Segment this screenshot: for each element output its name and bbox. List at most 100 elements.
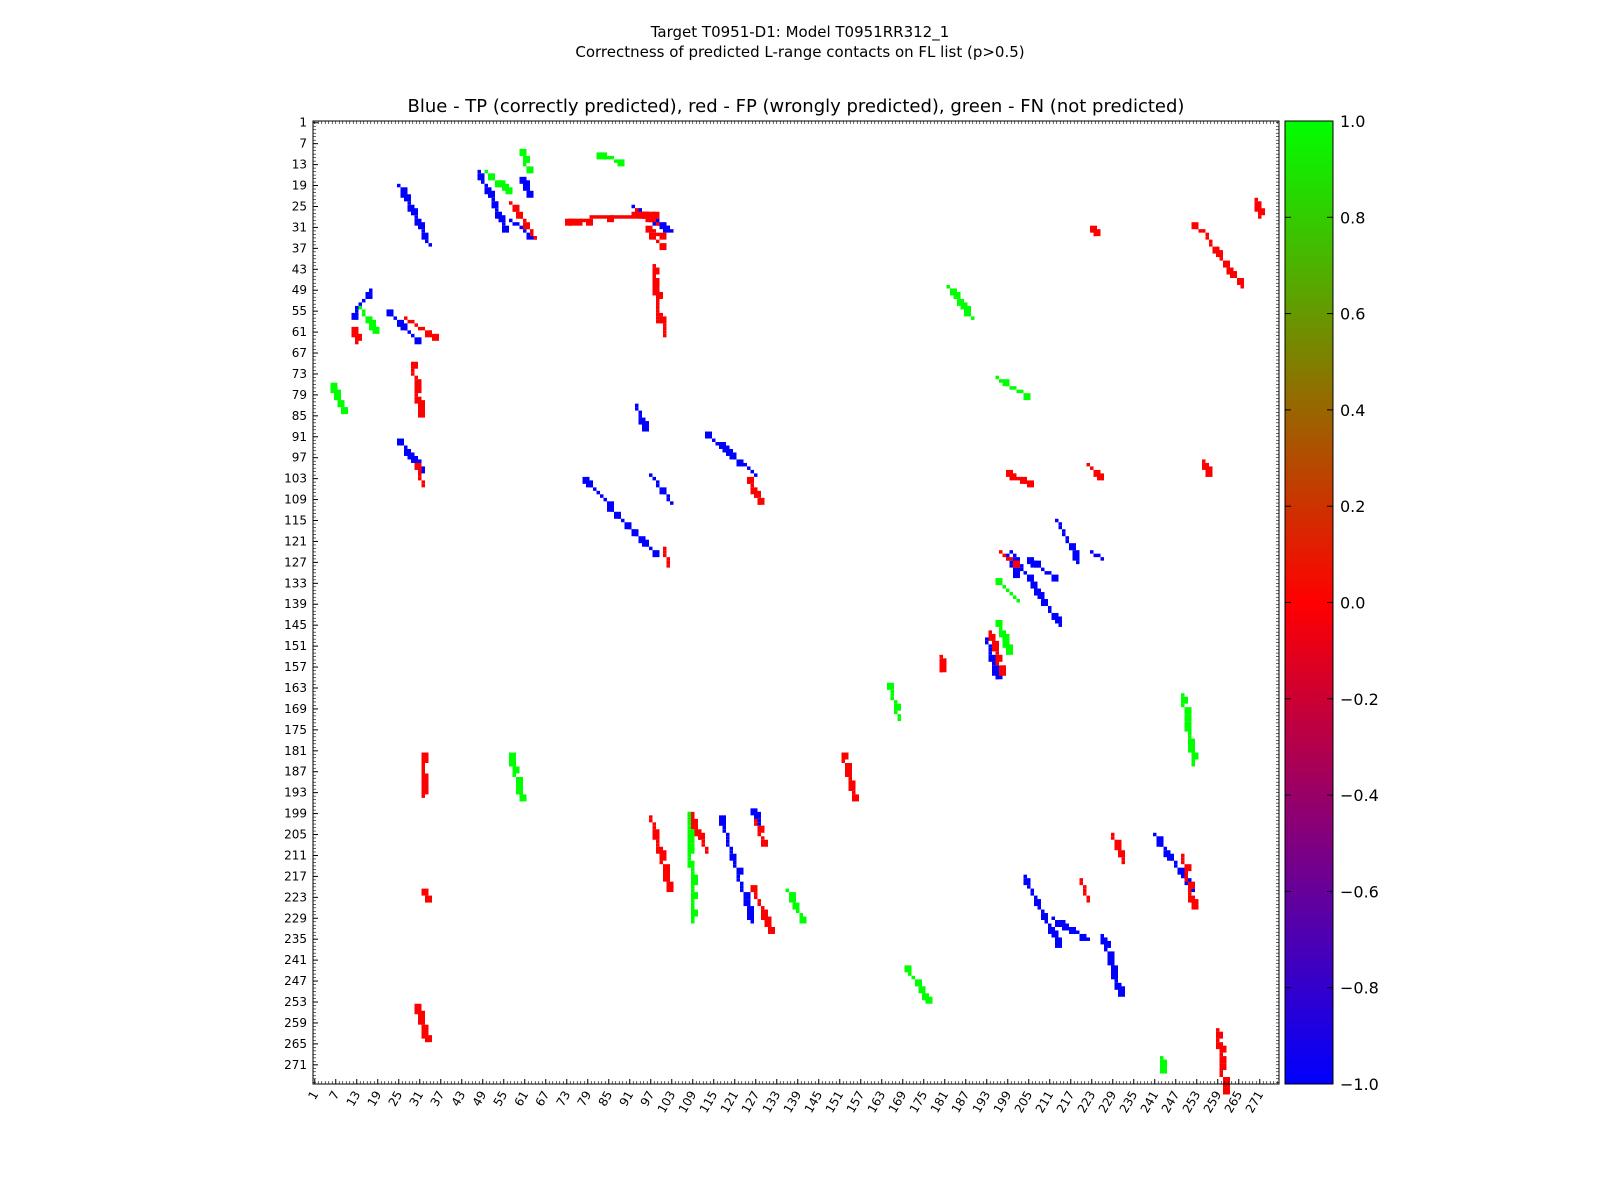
- x-tick-label: 13: [344, 1089, 364, 1109]
- contact-cell-fp: [1219, 257, 1223, 261]
- contact-cell-tp: [1072, 550, 1080, 558]
- y-tick-label: 79: [292, 388, 307, 402]
- contact-cell-tp: [992, 661, 996, 666]
- contact-cell-fp: [1223, 1090, 1227, 1095]
- y-tick-label: 271: [284, 1058, 307, 1072]
- contact-cell-fp: [701, 843, 705, 847]
- contact-cell-fn: [519, 797, 523, 802]
- contact-cell-fp: [757, 832, 761, 837]
- contact-cell-fp: [1121, 857, 1125, 861]
- contact-cell-fp: [659, 853, 667, 861]
- contact-cell-tp: [621, 518, 625, 523]
- contact-cell-fp: [649, 229, 653, 233]
- contact-cell-fn: [999, 626, 1003, 631]
- contact-cell-fp: [1240, 284, 1244, 289]
- contact-cell-tp: [414, 337, 422, 345]
- contact-cell-tp: [404, 445, 408, 449]
- contact-cell-fn: [519, 152, 523, 156]
- contact-cell-tp: [1048, 605, 1052, 610]
- y-tick-label: 187: [284, 765, 307, 779]
- contact-cell-fn: [995, 623, 999, 627]
- contact-cell-fp: [1205, 232, 1209, 237]
- contact-cell-tp: [736, 874, 740, 879]
- contact-cell-fn: [890, 693, 894, 697]
- contact-cell-fn: [691, 871, 695, 875]
- contact-cell-tp: [1083, 933, 1087, 938]
- contact-cell-tp: [1023, 874, 1027, 879]
- contact-cell-fp: [603, 215, 607, 219]
- y-tick-label: 91: [292, 430, 307, 444]
- contact-cell-fp: [988, 630, 992, 634]
- contact-cell-fn: [691, 899, 695, 903]
- contact-cell-tp: [1107, 951, 1115, 959]
- contact-cell-fn: [922, 989, 926, 994]
- contact-cell-fp: [1233, 274, 1237, 279]
- contact-cell-tp: [1058, 623, 1062, 627]
- contact-cell-tp: [362, 298, 366, 303]
- y-tick-label: 265: [284, 1037, 307, 1051]
- contact-cell-fp: [656, 319, 660, 324]
- contact-cell-fp: [845, 773, 849, 777]
- contact-cell-tp: [988, 644, 992, 648]
- y-tick-label: 223: [284, 890, 307, 904]
- contact-cell-fp: [705, 850, 709, 854]
- contact-cell-fn: [1016, 599, 1020, 603]
- x-tick-label: 85: [596, 1089, 616, 1109]
- contact-cell-fp: [1191, 906, 1195, 910]
- contact-cell-tp: [652, 550, 660, 558]
- y-tick-label: 127: [284, 555, 307, 569]
- contact-cell-tp: [726, 832, 730, 837]
- contact-cell-tp: [1170, 857, 1174, 861]
- y-tick-label: 193: [284, 786, 307, 800]
- colorbar-tick-label: −1.0: [1340, 1075, 1379, 1094]
- contact-cell-fp: [656, 302, 660, 306]
- contact-cell-fp: [649, 815, 653, 819]
- contact-cell-tp: [670, 501, 674, 505]
- contact-cell-tp: [1160, 843, 1164, 847]
- contact-cell-fn: [1020, 389, 1024, 394]
- colorbar-tick-label: 0.6: [1340, 305, 1365, 324]
- contact-cell-fn: [953, 295, 957, 299]
- contact-cell-fn: [691, 885, 695, 889]
- contact-cell-fp: [754, 818, 758, 823]
- colorbar-tick-label: 0.8: [1340, 208, 1365, 227]
- contact-cell-fn: [687, 811, 691, 816]
- contact-cell-fn: [999, 379, 1003, 383]
- contact-cell-tp: [1020, 567, 1024, 572]
- contact-cell-tp: [1062, 529, 1066, 533]
- contact-cell-fp: [656, 295, 660, 299]
- contact-cell-tp: [1072, 930, 1076, 934]
- contact-cell-fp: [411, 372, 415, 376]
- contact-cell-tp: [722, 822, 726, 826]
- contact-cell-fp: [530, 232, 534, 237]
- contact-cell-tp: [722, 445, 730, 453]
- contact-cell-fp: [421, 773, 429, 781]
- x-tick-label: 37: [428, 1089, 448, 1109]
- x-tick-label: 259: [1201, 1089, 1225, 1116]
- contact-cell-fn: [1188, 749, 1192, 753]
- contact-cell-fp: [418, 476, 422, 481]
- x-tick-label: 31: [407, 1089, 427, 1109]
- x-tick-label: 145: [802, 1089, 826, 1116]
- x-tick-label: 7: [326, 1089, 342, 1103]
- contact-cell-fn: [796, 906, 800, 910]
- contact-cell-tp: [642, 424, 649, 432]
- contact-cell-tp: [1065, 923, 1069, 927]
- contact-cell-fn: [600, 152, 607, 160]
- contact-cell-fp: [663, 871, 670, 879]
- contact-cell-tp: [1030, 892, 1034, 896]
- contact-cell-tp: [733, 455, 737, 460]
- contact-cell-fn: [512, 773, 516, 777]
- contact-cell-tp: [519, 225, 523, 230]
- contact-cell-fp: [659, 857, 663, 861]
- contact-cell-fp: [1219, 1059, 1223, 1064]
- contact-cell-fn: [1184, 710, 1188, 715]
- y-tick-label: 169: [284, 702, 307, 716]
- contact-cell-fn: [1013, 386, 1017, 390]
- contact-cell-fp: [1226, 264, 1230, 268]
- contact-cell-tp: [757, 822, 761, 826]
- contact-cell-tp: [754, 811, 761, 819]
- contact-cell-fn: [785, 888, 789, 893]
- contact-cell-tp: [1062, 532, 1066, 537]
- contact-cell-fp: [1254, 201, 1262, 209]
